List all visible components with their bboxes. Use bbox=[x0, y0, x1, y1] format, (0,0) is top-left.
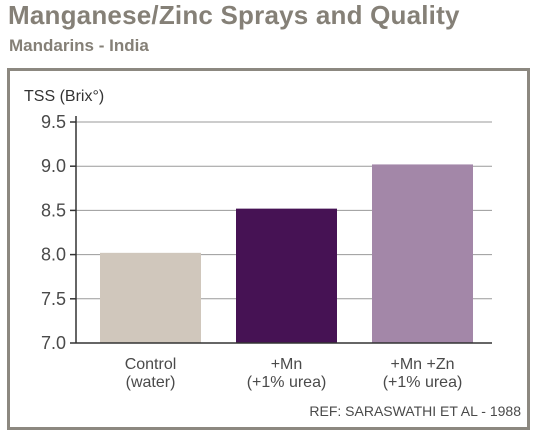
y-tick-label: 8.0 bbox=[41, 245, 66, 265]
bar-2 bbox=[236, 208, 337, 343]
chart-subtitle: Mandarins - India bbox=[9, 36, 149, 55]
reference-note: REF: SARASWATHI ET AL - 1988 bbox=[309, 403, 521, 419]
y-tick-label: 7.5 bbox=[41, 289, 66, 309]
chart-title: Manganese/Zinc Sprays and Quality bbox=[8, 0, 460, 30]
y-tick-label: 9.0 bbox=[41, 156, 66, 176]
category-label: +Mn +Zn bbox=[390, 356, 454, 373]
category-label: (+1% urea) bbox=[383, 374, 463, 391]
y-tick-label: 7.0 bbox=[41, 333, 66, 353]
y-tick-label: 8.5 bbox=[41, 200, 66, 220]
y-axis-label: TSS (Brix°) bbox=[24, 88, 104, 105]
bar-3 bbox=[372, 164, 473, 343]
category-label: (+1% urea) bbox=[247, 374, 327, 391]
y-tick-label: 9.5 bbox=[41, 112, 66, 132]
category-label: (water) bbox=[126, 374, 176, 391]
bar-1 bbox=[100, 252, 201, 343]
category-label: +Mn bbox=[271, 356, 303, 373]
category-label: Control bbox=[125, 356, 177, 373]
